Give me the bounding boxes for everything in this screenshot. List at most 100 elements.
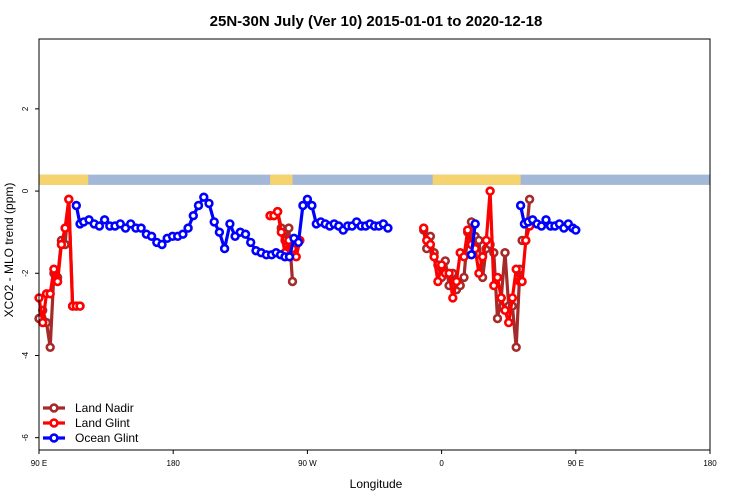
data-point	[94, 221, 105, 231]
x-axis: 90 E 180 90 W 0 90 E 180	[31, 450, 717, 468]
data-point	[474, 268, 484, 278]
x-tick-label: 90 E	[568, 459, 584, 468]
data-point	[521, 235, 531, 246]
data-point	[136, 223, 146, 233]
legend-marker	[49, 433, 59, 443]
data-point	[37, 317, 48, 328]
data-point	[157, 239, 167, 250]
data-point	[477, 252, 488, 262]
data-point	[219, 243, 230, 254]
data-point	[466, 250, 477, 260]
data-point	[536, 221, 547, 231]
data-point	[504, 317, 514, 328]
x-tick-label: 0	[439, 459, 444, 468]
y-tick-label: 2	[21, 106, 30, 111]
data-point	[419, 223, 429, 233]
data-point	[517, 276, 527, 287]
data-point	[470, 219, 480, 229]
data-point	[474, 235, 484, 246]
data-point	[448, 293, 458, 303]
data-point	[496, 293, 506, 303]
data-point	[49, 264, 59, 274]
data-point	[45, 342, 55, 352]
legend-entry: Ocean Glint	[43, 431, 139, 445]
data-point	[307, 200, 317, 211]
data-point	[71, 200, 82, 211]
legend-marker	[49, 403, 59, 413]
x-tick-label: 180	[167, 459, 181, 468]
data-point	[287, 276, 298, 287]
legend-entry: Land Nadir	[43, 401, 134, 415]
legend-entry: Land Glint	[43, 416, 130, 430]
data-point	[276, 227, 286, 237]
plot-background	[39, 39, 710, 450]
data-point	[284, 252, 295, 262]
legend-label: Land Nadir	[75, 401, 134, 415]
plot-frame	[38, 38, 711, 451]
data-point	[492, 313, 503, 324]
data-point	[425, 239, 436, 250]
data-point	[240, 229, 251, 239]
data-point	[511, 342, 521, 352]
data-point	[524, 194, 535, 205]
data-point	[500, 305, 510, 315]
data-point	[298, 200, 308, 211]
data-point	[52, 276, 63, 287]
y-axis: 2 0 -2 -4 -6	[21, 106, 39, 441]
data-point	[507, 293, 518, 303]
ocean-band	[39, 174, 710, 185]
data-point	[444, 268, 454, 278]
data-point	[246, 237, 256, 248]
x-axis-label: Longitude	[350, 477, 403, 491]
data-point	[463, 225, 473, 235]
legend-label: Land Glint	[75, 416, 130, 430]
data-point	[199, 192, 209, 202]
data-point	[75, 301, 85, 311]
data-point	[45, 289, 55, 299]
land-band	[270, 174, 293, 185]
series-layer	[34, 186, 581, 352]
chart-title: 25N-30N July (Ver 10) 2015-01-01 to 2020…	[210, 13, 543, 30]
data-point	[56, 239, 67, 250]
land-mask-strip	[39, 174, 710, 185]
data-point	[183, 223, 193, 233]
data-point	[272, 206, 283, 217]
data-point	[60, 223, 70, 233]
data-point	[204, 198, 214, 209]
data-point	[515, 200, 526, 211]
data-point	[436, 260, 447, 270]
y-tick-label: -4	[21, 351, 30, 359]
data-point	[489, 280, 499, 291]
x-tick-label: 90 W	[298, 459, 317, 468]
data-point	[188, 211, 199, 221]
series-land-glint	[34, 186, 535, 328]
y-tick-label: 0	[21, 188, 30, 193]
data-point	[492, 272, 503, 283]
data-point	[209, 217, 219, 227]
series-line	[469, 222, 477, 257]
data-point	[451, 276, 462, 287]
data-point	[99, 215, 110, 225]
data-point	[178, 229, 188, 239]
y-tick-label: -2	[21, 269, 30, 277]
data-point	[64, 194, 74, 205]
land-band	[39, 174, 89, 185]
data-point	[481, 235, 491, 246]
x-tick-label: 90 E	[31, 459, 47, 468]
data-point	[146, 231, 157, 242]
data-point	[511, 264, 521, 274]
series-ocean-glint	[71, 192, 581, 262]
data-point	[459, 252, 469, 262]
data-point	[459, 272, 469, 283]
land-band	[432, 174, 521, 185]
data-point	[214, 227, 225, 237]
data-point	[500, 248, 510, 258]
data-point	[433, 276, 443, 287]
legend-label: Ocean Glint	[75, 431, 139, 445]
data-point	[383, 223, 393, 233]
data-point	[293, 237, 304, 248]
data-point	[302, 194, 313, 205]
x-tick-label: 180	[703, 459, 717, 468]
